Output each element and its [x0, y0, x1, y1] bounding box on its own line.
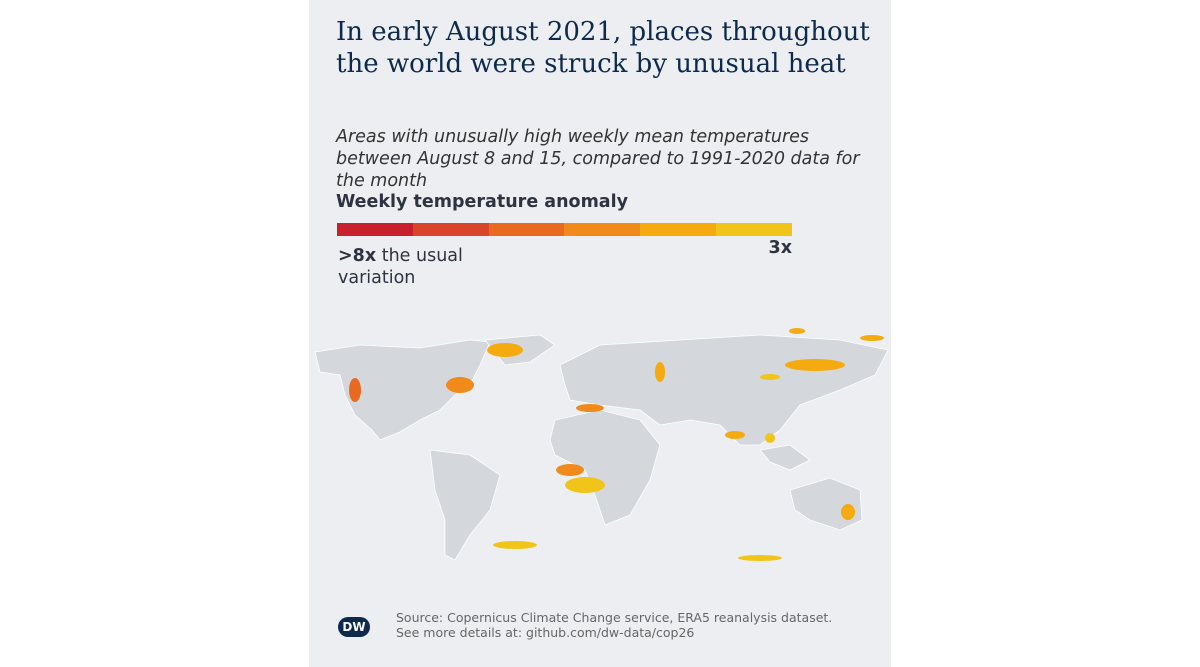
- legend-swatch: [488, 223, 565, 236]
- heat-areas: [349, 328, 884, 561]
- logo: DW: [338, 617, 370, 637]
- legend-min-bold: >8x: [338, 246, 377, 266]
- details-line: See more details at: github.com/dw-data/…: [396, 625, 695, 640]
- legend-swatch: [412, 223, 489, 236]
- source: Source: Copernicus Climate Change servic…: [396, 610, 832, 640]
- legend-min-label: >8x the usual variation: [338, 245, 498, 289]
- legend-swatch: [337, 223, 413, 236]
- source-line: Source: Copernicus Climate Change servic…: [396, 610, 833, 625]
- legend-title: Weekly temperature anomaly: [336, 192, 629, 212]
- legend-swatch: [640, 223, 717, 236]
- legend-min-text: the usual variation: [338, 246, 463, 288]
- world-map: [314, 328, 889, 561]
- legend-swatch: [716, 223, 792, 236]
- legend-swatch: [564, 223, 641, 236]
- subtitle: Areas with unusually high weekly mean te…: [336, 127, 860, 191]
- infographic: In early August 2021, places throughout …: [309, 0, 891, 667]
- legend-bar: [337, 223, 792, 236]
- legend-max-label: 3x: [768, 238, 792, 258]
- title: In early August 2021, places throughout …: [336, 17, 870, 79]
